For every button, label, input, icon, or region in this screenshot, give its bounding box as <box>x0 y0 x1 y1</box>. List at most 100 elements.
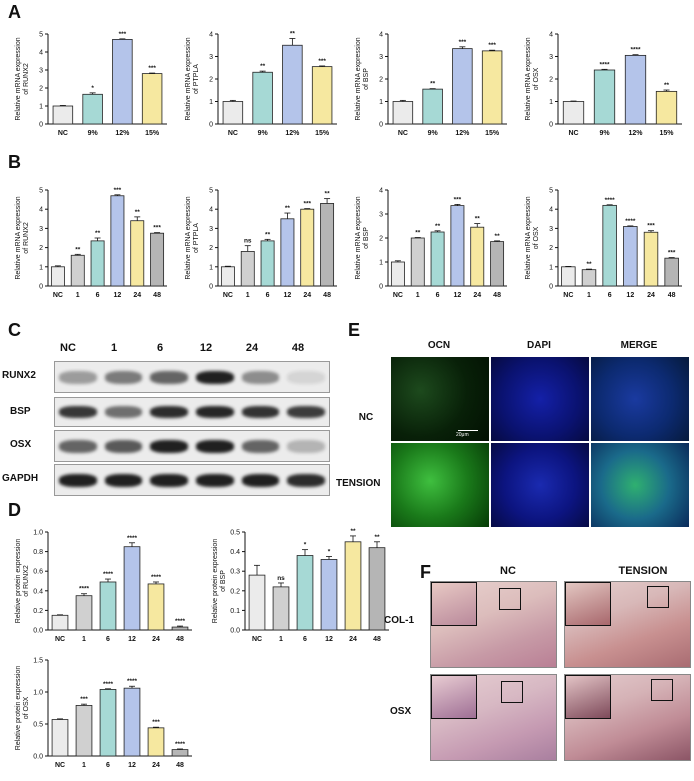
blot-band <box>196 440 234 453</box>
x-tick-label: 48 <box>176 762 184 769</box>
if-image-tension-dapi <box>490 442 590 528</box>
y-tick-label: 0.5 <box>230 530 240 537</box>
bar <box>130 220 145 287</box>
x-tick-label: 24 <box>152 636 160 643</box>
y-tick-label: 0 <box>379 122 383 129</box>
x-tick-label: 12 <box>284 292 292 299</box>
x-tick-label: 24 <box>349 636 357 643</box>
panel-letter-c: C <box>8 320 21 340</box>
y-tick-label: 0 <box>549 284 553 291</box>
y-tick-label: 0 <box>379 284 383 291</box>
x-tick-label: NC <box>55 762 65 769</box>
if-image-tension-merge <box>590 442 690 528</box>
y-axis-label-line: Relative mRNA expression <box>355 37 362 120</box>
if-image-nc-merge <box>590 356 690 442</box>
y-axis-label-line: of BSP <box>363 227 370 249</box>
blot-band <box>287 440 325 453</box>
significance-label: *** <box>153 225 161 232</box>
histo-image-tension-col1 <box>564 581 691 668</box>
x-tick-label: 1 <box>82 762 86 769</box>
x-tick-label: 48 <box>323 292 331 299</box>
x-tick-label: 12 <box>325 636 333 643</box>
significance-label: ** <box>350 528 356 535</box>
y-axis-label: Relative mRNA expression of BSP <box>355 196 370 279</box>
significance-label: **** <box>127 678 138 685</box>
y-tick-label: 4 <box>379 32 383 39</box>
blot-band <box>150 474 188 487</box>
bar <box>561 266 576 287</box>
significance-label: **** <box>127 535 138 542</box>
histo-column-label-tension: TENSION <box>618 565 668 577</box>
significance-label: * <box>91 85 94 92</box>
blot-band <box>241 406 280 419</box>
blot-row-label-bsp: BSP <box>10 406 31 417</box>
blot-strip-bsp <box>54 397 330 427</box>
bar <box>282 44 303 125</box>
panel-letter-b: B <box>8 152 21 172</box>
y-tick-label: 0.3 <box>230 569 240 576</box>
x-tick-label: 24 <box>647 292 655 299</box>
bar <box>280 218 295 287</box>
bar <box>240 251 255 287</box>
bar <box>562 101 585 125</box>
y-tick-label: 2 <box>39 86 43 93</box>
if-column-label-dapi: DAPI <box>527 340 551 351</box>
x-tick-label: 15% <box>145 130 160 137</box>
bar <box>623 226 638 287</box>
significance-label: *** <box>668 250 676 257</box>
bar <box>99 689 117 757</box>
significance-label: * <box>328 549 331 556</box>
significance-label: **** <box>630 47 641 54</box>
panel-letter-e: E <box>348 320 361 340</box>
bar <box>260 240 275 287</box>
y-tick-label: 2 <box>209 77 213 84</box>
x-tick-label: NC <box>55 636 65 643</box>
y-tick-label: 0.2 <box>33 608 43 615</box>
x-tick-label: 6 <box>106 636 110 643</box>
y-tick-label: 3 <box>549 54 553 61</box>
blot-band <box>59 406 97 419</box>
y-tick-label: 0.1 <box>230 608 240 615</box>
if-image-nc-ocn <box>390 356 490 442</box>
y-tick-label: 0.0 <box>33 754 43 761</box>
x-tick-label: 24 <box>473 292 481 299</box>
significance-label: *** <box>114 187 122 194</box>
bar <box>410 237 425 287</box>
chart-b4-osx: Relative mRNA expression of OSX012345NC**… <box>525 188 682 299</box>
significance-label: ** <box>475 216 481 223</box>
y-axis-label-line: Relative mRNA expression <box>185 37 192 120</box>
blot-row-label-runx2: RUNX2 <box>2 370 36 381</box>
chart-d1-runx2-protein: Relative protein expression of RUNX20.00.… <box>15 530 192 643</box>
x-tick-label: 6 <box>608 292 612 299</box>
y-tick-label: 1.5 <box>33 658 43 665</box>
bar <box>344 541 362 631</box>
x-tick-label: 6 <box>436 292 440 299</box>
chart-a3-bsp: Relative mRNA expression of BSP 0 1 2 3 4 NC ** 9… <box>355 32 507 137</box>
y-tick-label: 0.2 <box>230 588 240 595</box>
bar <box>392 101 414 125</box>
x-tick-label: NC <box>53 292 63 299</box>
blot-band <box>196 371 234 384</box>
blot-band <box>104 440 143 453</box>
blot-lane-label: 48 <box>291 342 305 354</box>
bar <box>450 205 465 287</box>
y-axis-label-line: of BSP <box>363 68 370 90</box>
x-tick-label: 48 <box>153 292 161 299</box>
significance-label: ** <box>586 261 592 268</box>
bar <box>296 555 314 631</box>
y-tick-label: 0 <box>39 284 43 291</box>
x-tick-label: 12 <box>128 636 136 643</box>
x-tick-label: 9% <box>599 130 610 137</box>
y-axis-label: Relative mRNA expression of RUNX2 <box>15 196 30 279</box>
blot-strip-osx <box>54 430 330 462</box>
x-tick-label: 15% <box>485 130 500 137</box>
histo-inset <box>431 582 477 626</box>
blot-lane-label: 1 <box>110 342 118 354</box>
bar <box>75 595 93 631</box>
bar <box>222 101 244 125</box>
y-tick-label: 4 <box>209 32 213 39</box>
significance-label: *** <box>148 65 156 72</box>
blot-row-label-gapdh: GAPDH <box>2 473 39 484</box>
y-tick-label: 3 <box>209 226 213 233</box>
x-tick-label: NC <box>252 636 262 643</box>
